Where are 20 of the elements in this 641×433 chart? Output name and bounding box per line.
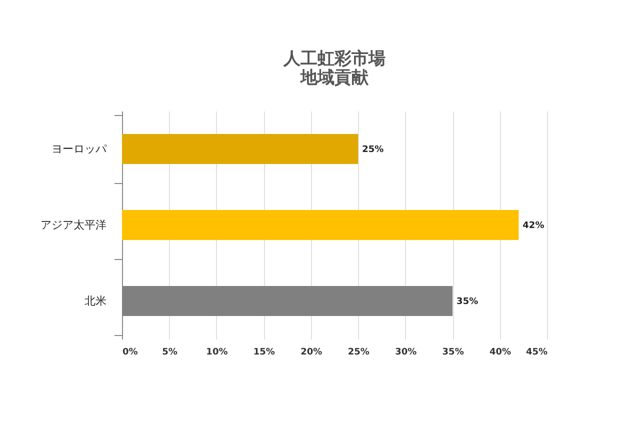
x-tick-label: 45%: [526, 348, 548, 358]
data-label: 42%: [522, 221, 544, 231]
x-tick-label: 20%: [300, 348, 322, 358]
x-tick-label: 5%: [162, 348, 178, 358]
y-tick-label: アジア太平洋: [40, 218, 106, 232]
x-tick-label: 15%: [253, 348, 275, 358]
bar: [122, 210, 519, 240]
x-tick-label: 40%: [490, 348, 512, 358]
data-label: 35%: [456, 297, 478, 307]
x-tick-label: 35%: [442, 348, 464, 358]
x-tick-label: 0%: [122, 348, 138, 358]
bar: [122, 134, 358, 164]
y-tick-label: 北米: [84, 294, 106, 308]
x-tick-label: 30%: [395, 348, 417, 358]
data-label: 25%: [362, 145, 384, 155]
chart-title: 人工虹彩市場: [282, 49, 386, 69]
x-tick-label: 10%: [206, 348, 228, 358]
y-tick-label: ヨーロッパ: [52, 142, 108, 156]
chart-subtitle: 地域貢献: [300, 68, 370, 88]
x-tick-label: 25%: [348, 348, 370, 358]
